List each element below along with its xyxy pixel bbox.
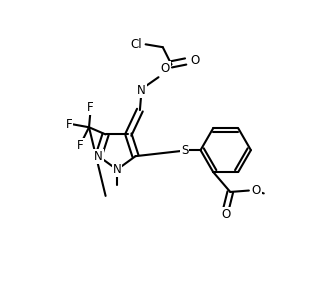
Text: F: F bbox=[77, 139, 84, 152]
Text: O: O bbox=[221, 208, 231, 221]
Text: F: F bbox=[87, 101, 94, 114]
Text: N: N bbox=[94, 150, 103, 163]
Text: O: O bbox=[252, 184, 261, 197]
Text: N: N bbox=[113, 163, 121, 176]
Text: F: F bbox=[66, 118, 72, 131]
Text: S: S bbox=[181, 144, 189, 157]
Text: O: O bbox=[190, 53, 199, 67]
Text: Cl: Cl bbox=[130, 38, 142, 51]
Text: N: N bbox=[137, 84, 146, 97]
Text: O: O bbox=[161, 62, 170, 75]
